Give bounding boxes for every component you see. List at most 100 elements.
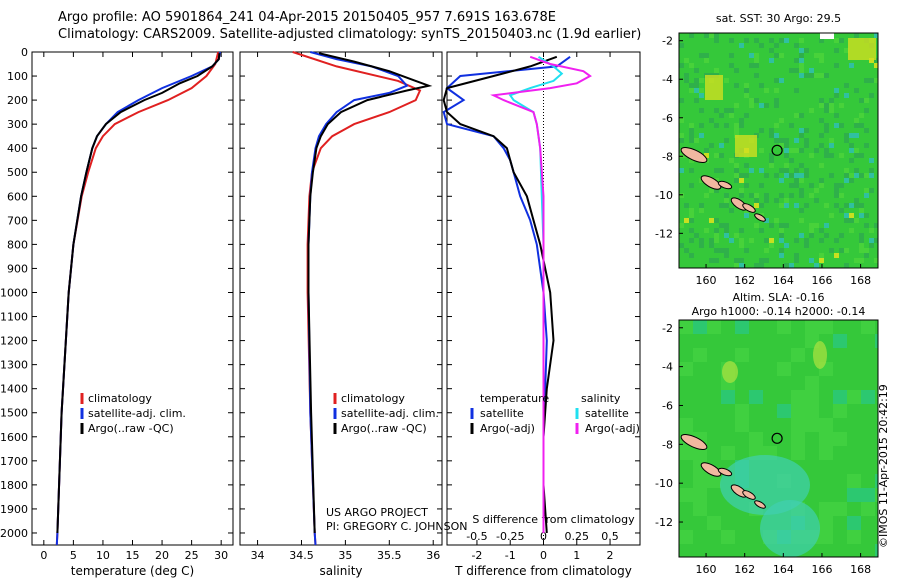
map-cell bbox=[774, 88, 779, 93]
map-cell bbox=[805, 404, 819, 418]
map-cell bbox=[694, 78, 699, 83]
low-sla-patch bbox=[720, 455, 810, 515]
map-cell bbox=[734, 123, 739, 128]
map-cell bbox=[699, 78, 704, 83]
y-tick-label: 1000 bbox=[0, 286, 28, 299]
map-cell bbox=[714, 153, 719, 158]
map-cell bbox=[864, 98, 869, 103]
map-cell bbox=[819, 502, 833, 516]
map-cell bbox=[719, 153, 724, 158]
map-cell bbox=[764, 218, 769, 223]
map-cell bbox=[769, 158, 774, 163]
map-cell bbox=[769, 223, 774, 228]
map-cell bbox=[724, 253, 729, 258]
map-cell bbox=[729, 208, 734, 213]
map-cell bbox=[784, 173, 789, 178]
map-cell bbox=[769, 128, 774, 133]
legend-label: satellite-adj. clim. bbox=[341, 407, 439, 420]
plot-frame-1 bbox=[31, 51, 234, 546]
map-cell bbox=[829, 98, 834, 103]
map-cell bbox=[679, 63, 684, 68]
map-cell bbox=[789, 263, 794, 268]
warm-patch bbox=[735, 135, 757, 157]
map-cell bbox=[819, 143, 824, 148]
x-axis-label: T difference from climatology bbox=[454, 564, 632, 578]
map-cell bbox=[779, 253, 784, 258]
map-cell bbox=[844, 83, 849, 88]
map-cell bbox=[839, 208, 844, 213]
map-cell bbox=[779, 53, 784, 58]
map-cell bbox=[679, 43, 684, 48]
map-cell bbox=[774, 198, 779, 203]
map-cell bbox=[777, 362, 791, 376]
map-cell bbox=[749, 390, 763, 404]
map-cell bbox=[819, 253, 824, 258]
warm-patch bbox=[848, 38, 876, 60]
map-cell bbox=[754, 223, 759, 228]
map-cell bbox=[809, 108, 814, 113]
map-cell bbox=[804, 128, 809, 133]
x-tick-label: -2 bbox=[471, 549, 482, 562]
argo-location-marker bbox=[771, 432, 783, 444]
map-cell bbox=[854, 153, 859, 158]
map-cell bbox=[854, 123, 859, 128]
map-cell bbox=[819, 178, 824, 183]
map-cell bbox=[829, 153, 834, 158]
map-cell bbox=[844, 178, 849, 183]
map-background bbox=[679, 33, 878, 268]
map-cell bbox=[689, 218, 694, 223]
map-cell bbox=[874, 33, 878, 38]
map-cell bbox=[769, 133, 774, 138]
map-cell bbox=[774, 218, 779, 223]
map-cell bbox=[699, 123, 704, 128]
map-cell bbox=[854, 168, 859, 173]
map-cell bbox=[839, 183, 844, 188]
low-sla-patch bbox=[760, 500, 820, 557]
legend-label: satellite bbox=[585, 407, 629, 420]
map-cell bbox=[679, 362, 693, 376]
y-tick-label: 400 bbox=[7, 142, 28, 155]
map-cell bbox=[834, 88, 839, 93]
map-cell bbox=[709, 218, 714, 223]
x-tick-label: 15 bbox=[126, 549, 140, 562]
map-cell bbox=[799, 208, 804, 213]
map-cell bbox=[844, 48, 849, 53]
map-cell bbox=[721, 530, 735, 544]
map-cell bbox=[721, 390, 735, 404]
map-cell bbox=[799, 133, 804, 138]
series-line bbox=[442, 55, 558, 534]
map-cell bbox=[834, 183, 839, 188]
map-cell bbox=[849, 203, 854, 208]
map-cell bbox=[689, 158, 694, 163]
x-tick-label: 1 bbox=[573, 549, 580, 562]
map-cell bbox=[814, 53, 819, 58]
map-cell bbox=[854, 33, 859, 38]
map-cell bbox=[734, 263, 739, 268]
map-cell bbox=[859, 238, 864, 243]
map-cell bbox=[819, 418, 833, 432]
map-cell bbox=[774, 98, 779, 103]
map-cell bbox=[819, 98, 824, 103]
map-cell bbox=[744, 93, 749, 98]
map-x-tick-label: 160 bbox=[696, 274, 717, 287]
land-island bbox=[700, 175, 722, 190]
map-cell bbox=[874, 78, 878, 83]
map-cell bbox=[791, 446, 805, 460]
map-cell bbox=[679, 418, 693, 432]
map-cell bbox=[799, 173, 804, 178]
map-cell bbox=[699, 238, 704, 243]
high-sla-patch bbox=[813, 341, 827, 369]
map-x-tick-label: 164 bbox=[773, 563, 794, 576]
y-tick-label: 100 bbox=[7, 70, 28, 83]
map-cell bbox=[714, 188, 719, 193]
map-cell bbox=[874, 58, 878, 63]
map-cell bbox=[799, 68, 804, 73]
map-cell bbox=[744, 173, 749, 178]
map-cell bbox=[834, 38, 839, 43]
map-cell bbox=[789, 183, 794, 188]
map-cell bbox=[719, 143, 724, 148]
map-cell bbox=[764, 88, 769, 93]
map-cell bbox=[834, 63, 839, 68]
map-y-tick-label: -6 bbox=[662, 112, 673, 125]
map-cell bbox=[819, 530, 833, 544]
